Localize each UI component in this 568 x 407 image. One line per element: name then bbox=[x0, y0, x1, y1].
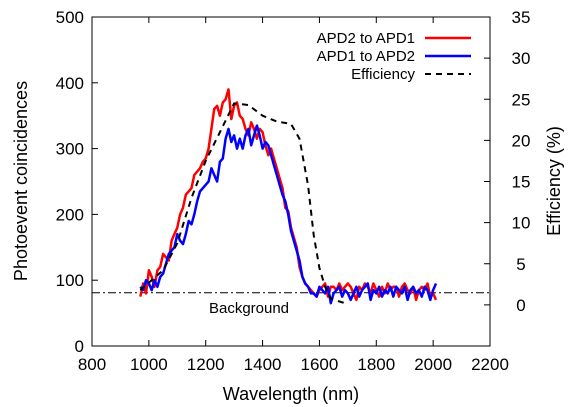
y-axis-title: Photoevent coincidences bbox=[11, 81, 31, 281]
y2-tick-label: 5 bbox=[516, 255, 525, 274]
y2-tick-label: 30 bbox=[512, 49, 531, 68]
y2-tick-label: 20 bbox=[512, 131, 531, 150]
tick-marks bbox=[91, 16, 491, 347]
legend-label-2: APD1 to APD2 bbox=[317, 48, 415, 65]
x-tick-label: 1800 bbox=[357, 355, 395, 374]
y2-tick-label: 10 bbox=[512, 214, 531, 233]
x-tick-label: 1200 bbox=[187, 355, 225, 374]
y-tick-label: 500 bbox=[56, 8, 84, 27]
series-line-2 bbox=[139, 124, 438, 305]
background-annotation: Background bbox=[209, 300, 289, 317]
series-line-1 bbox=[139, 88, 438, 302]
y2-axis-title: Efficiency (%) bbox=[544, 126, 564, 236]
x-tick-label: 1600 bbox=[301, 355, 339, 374]
y-tick-label: 400 bbox=[56, 74, 84, 93]
series-layer bbox=[139, 88, 438, 305]
y2-tick-label: 35 bbox=[512, 8, 531, 27]
x-tick-label: 1400 bbox=[244, 355, 282, 374]
legend-label-3: Efficiency bbox=[351, 66, 415, 83]
tick-labels: 800 1000 1200 1400 1600 1800 2000 2200010020030… bbox=[56, 8, 531, 374]
y2-tick-label: 0 bbox=[516, 296, 525, 315]
y-tick-label: 300 bbox=[56, 140, 84, 159]
x-tick-label: 2000 bbox=[414, 355, 452, 374]
series-line-3 bbox=[139, 102, 349, 305]
y-tick-label: 200 bbox=[56, 205, 84, 224]
x-tick-label: 800 bbox=[78, 355, 106, 374]
x-tick-label: 1000 bbox=[130, 355, 168, 374]
y2-tick-label: 15 bbox=[512, 173, 531, 192]
x-axis-title: Wavelength (nm) bbox=[223, 384, 359, 404]
legend-label-1: APD2 to APD1 bbox=[317, 30, 415, 47]
y-tick-label: 100 bbox=[56, 271, 84, 290]
y-tick-label: 0 bbox=[75, 337, 84, 356]
x-tick-label: 2200 bbox=[471, 355, 509, 374]
y2-tick-label: 25 bbox=[512, 90, 531, 109]
